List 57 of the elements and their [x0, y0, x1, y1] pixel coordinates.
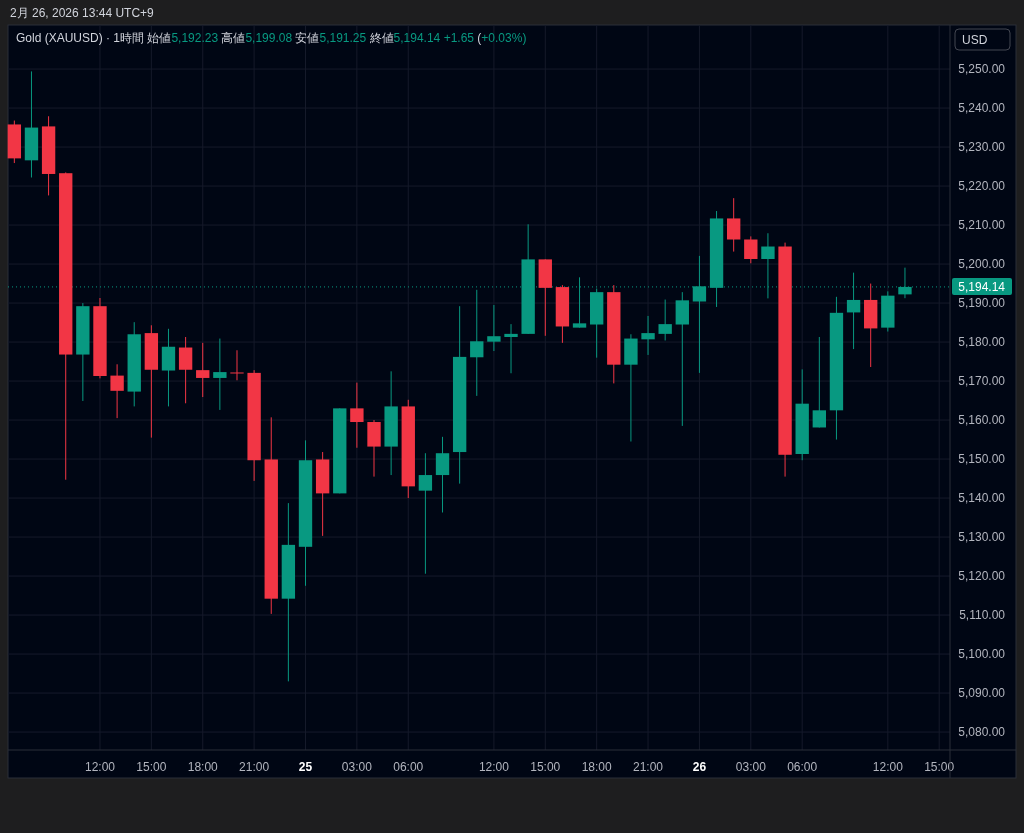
- y-tick-label: 5,110.00: [959, 608, 1006, 623]
- x-tick-label: 03:00: [341, 760, 373, 774]
- text: USD: [962, 33, 988, 47]
- x-tick-label: 03:00: [735, 760, 767, 774]
- y-tick-label: 5,220.00: [958, 179, 1006, 194]
- candlestick: [418, 452, 433, 575]
- x-tick-label: 25: [298, 760, 313, 774]
- x-tick-label: 26: [692, 760, 707, 774]
- candlestick: [487, 304, 501, 352]
- ref-line-label: 5,194.14: [958, 279, 1006, 294]
- text: 2月 26, 2026 13:44 UTC+9: [10, 6, 155, 20]
- candlestick: [641, 315, 655, 356]
- text: Gold (XAUUSD) · 1時間: [16, 31, 145, 45]
- x-tick-label: 15:00: [924, 760, 955, 774]
- text: 始値5,192.23 高値5,199.08 安値5,191.25 終値5,194.14 +1.65 (+0.03%): [147, 31, 527, 45]
- y-tick-label: 5,090.00: [958, 686, 1006, 701]
- candlestick: [727, 197, 741, 253]
- y-tick-label: 5,230.00: [958, 140, 1006, 155]
- y-tick-label: 5,160.00: [958, 413, 1006, 428]
- candlestick: [470, 289, 484, 397]
- x-tick-label: 18:00: [581, 760, 612, 774]
- x-tick-label: 15:00: [530, 760, 561, 774]
- candlestick: [230, 349, 244, 381]
- candlestick: [435, 436, 450, 513]
- x-tick-label: 15:00: [136, 760, 167, 774]
- candlestick: [110, 363, 124, 419]
- candlestick: [812, 336, 826, 428]
- x-tick-label: 12:00: [872, 760, 904, 774]
- y-tick-label: 5,170.00: [958, 374, 1006, 389]
- x-tick-label: 12:00: [478, 760, 510, 774]
- candlestick: [744, 235, 758, 264]
- y-tick-label: 5,250.00: [958, 62, 1006, 77]
- candlestick: [213, 338, 227, 411]
- candlestick: [761, 232, 775, 299]
- x-tick-label: 21:00: [633, 760, 664, 774]
- y-tick-label: 5,080.00: [958, 725, 1006, 740]
- y-tick-label: 5,150.00: [958, 452, 1006, 467]
- candlestick: [350, 382, 364, 449]
- y-tick-label: 5,130.00: [958, 530, 1006, 545]
- x-tick-label: 06:00: [393, 760, 424, 774]
- y-tick-label: 5,120.00: [958, 569, 1006, 584]
- y-tick-label: 5,200.00: [958, 257, 1006, 272]
- candlestick: [504, 323, 518, 374]
- y-tick-label: 5,240.00: [958, 101, 1006, 116]
- x-tick-label: 06:00: [787, 760, 818, 774]
- y-tick-label: 5,180.00: [958, 335, 1006, 350]
- y-tick-label: 5,210.00: [958, 218, 1006, 233]
- y-tick-label: 5,190.00: [958, 296, 1006, 311]
- x-tick-label: 18:00: [187, 760, 219, 774]
- y-tick-label: 5,100.00: [958, 647, 1006, 662]
- candlestick: [196, 342, 210, 398]
- candlestick: [658, 299, 672, 342]
- x-tick-label: 12:00: [84, 760, 116, 774]
- y-tick-label: 5,140.00: [958, 491, 1006, 506]
- candlestick: [161, 328, 176, 407]
- x-tick-label: 21:00: [239, 760, 270, 774]
- candlestick: [178, 336, 193, 404]
